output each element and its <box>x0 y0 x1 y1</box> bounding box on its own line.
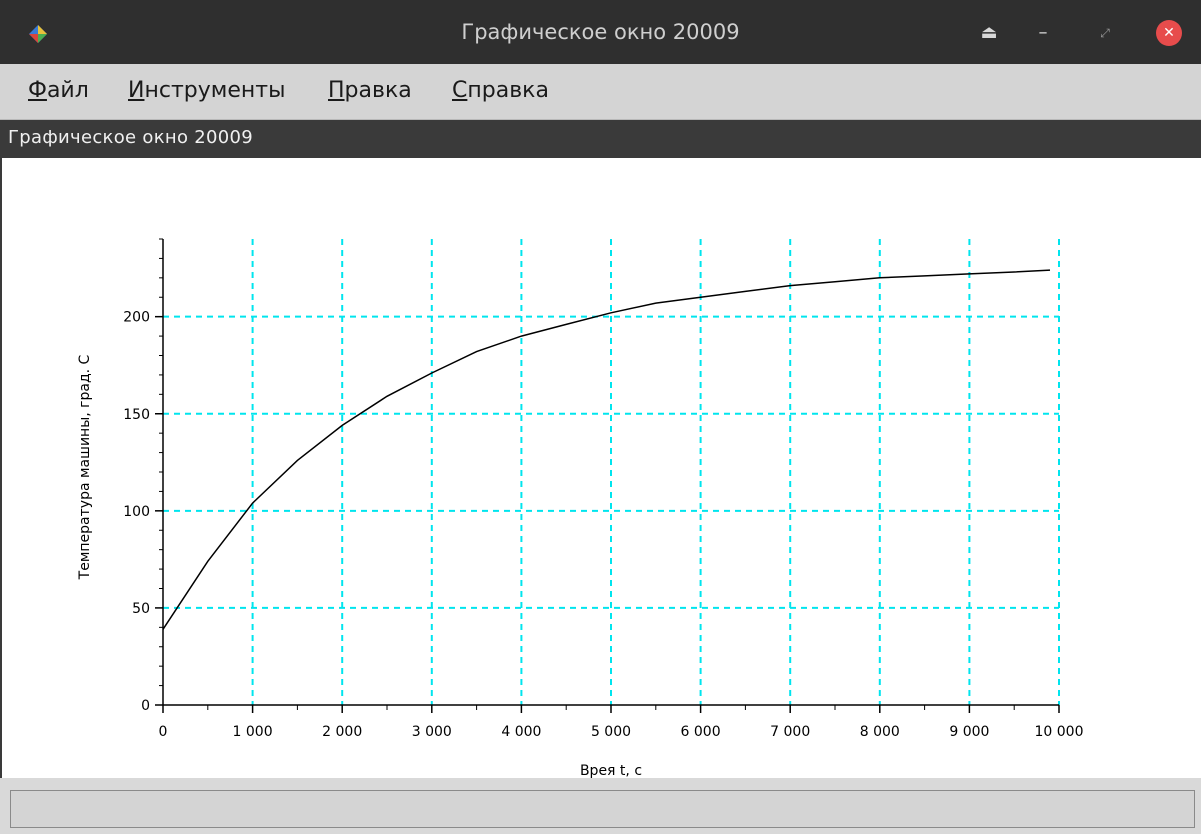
x-tick-label: 5 000 <box>591 724 631 740</box>
menu-file[interactable]: Файл <box>28 78 89 103</box>
x-tick-label: 10 000 <box>1035 724 1084 740</box>
y-tick-label: 200 <box>123 310 150 326</box>
menu-help[interactable]: Справка <box>452 78 549 103</box>
x-tick-label: 1 000 <box>233 724 273 740</box>
menu-file-label: айл <box>46 78 89 103</box>
menu-help-label: правка <box>467 78 549 103</box>
restore-button[interactable]: ⤢ <box>1092 20 1118 46</box>
app-icon <box>29 25 47 43</box>
menu-edit-accelerator: П <box>328 78 345 103</box>
menu-help-accelerator: С <box>452 78 468 103</box>
x-tick-label: 6 000 <box>681 724 721 740</box>
y-tick-label: 0 <box>141 698 150 714</box>
x-tick-label: 7 000 <box>770 724 810 740</box>
x-tick-label: 9 000 <box>949 724 989 740</box>
menu-tools[interactable]: Инструменты <box>128 78 285 103</box>
minimize-icon: – <box>1038 22 1048 43</box>
y-tick-labels: 0 50 100 150 200 <box>123 310 150 714</box>
close-button[interactable]: ✕ <box>1156 20 1182 46</box>
x-tick-labels: 0 1 000 2 000 3 000 4 000 5 000 6 000 7 000 8 00… <box>159 724 1084 740</box>
tick-marks <box>155 238 1060 713</box>
grid-lines <box>163 239 1060 705</box>
x-tick-label: 4 000 <box>501 724 541 740</box>
status-bar <box>0 778 1201 834</box>
figure-header: Графическое окно 20009 <box>0 120 1201 158</box>
title-bar: Графическое окно 20009 ⏏ – ⤢ ✕ <box>0 0 1201 64</box>
plot-canvas[interactable]: 0 1 000 2 000 3 000 4 000 5 000 6 000 7 000 8 00… <box>0 158 1201 778</box>
figure-title: Графическое окно 20009 <box>8 127 254 148</box>
menu-edit[interactable]: Правка <box>328 78 412 103</box>
status-field <box>10 790 1195 828</box>
y-tick-label: 150 <box>123 407 150 423</box>
y-tick-label: 50 <box>132 601 150 617</box>
eject-icon: ⏏ <box>980 22 998 43</box>
y-tick-label: 100 <box>123 504 150 520</box>
eject-button[interactable]: ⏏ <box>976 20 1002 46</box>
x-tick-label: 3 000 <box>412 724 452 740</box>
minimize-button[interactable]: – <box>1030 20 1056 46</box>
menu-tools-label: нструменты <box>144 78 286 103</box>
close-icon: ✕ <box>1163 25 1175 41</box>
series-line <box>162 269 1051 630</box>
x-tick-label: 0 <box>159 724 168 740</box>
x-tick-label: 8 000 <box>860 724 900 740</box>
y-axis-label: Температура машины, град. С <box>77 354 93 580</box>
menu-tools-accelerator: И <box>128 78 145 103</box>
x-tick-label: 2 000 <box>322 724 362 740</box>
menu-edit-label: равка <box>344 78 412 103</box>
window-title: Графическое окно 20009 <box>461 20 740 44</box>
chart: 0 1 000 2 000 3 000 4 000 5 000 6 000 7 000 8 00… <box>77 238 1084 778</box>
menu-bar: Файл Инструменты Правка Справка <box>0 64 1201 120</box>
restore-icon: ⤢ <box>1100 26 1110 40</box>
menu-file-accelerator: Ф <box>28 78 47 103</box>
x-axis-label: Врея t, с <box>580 763 642 778</box>
series-layer <box>162 269 1051 630</box>
